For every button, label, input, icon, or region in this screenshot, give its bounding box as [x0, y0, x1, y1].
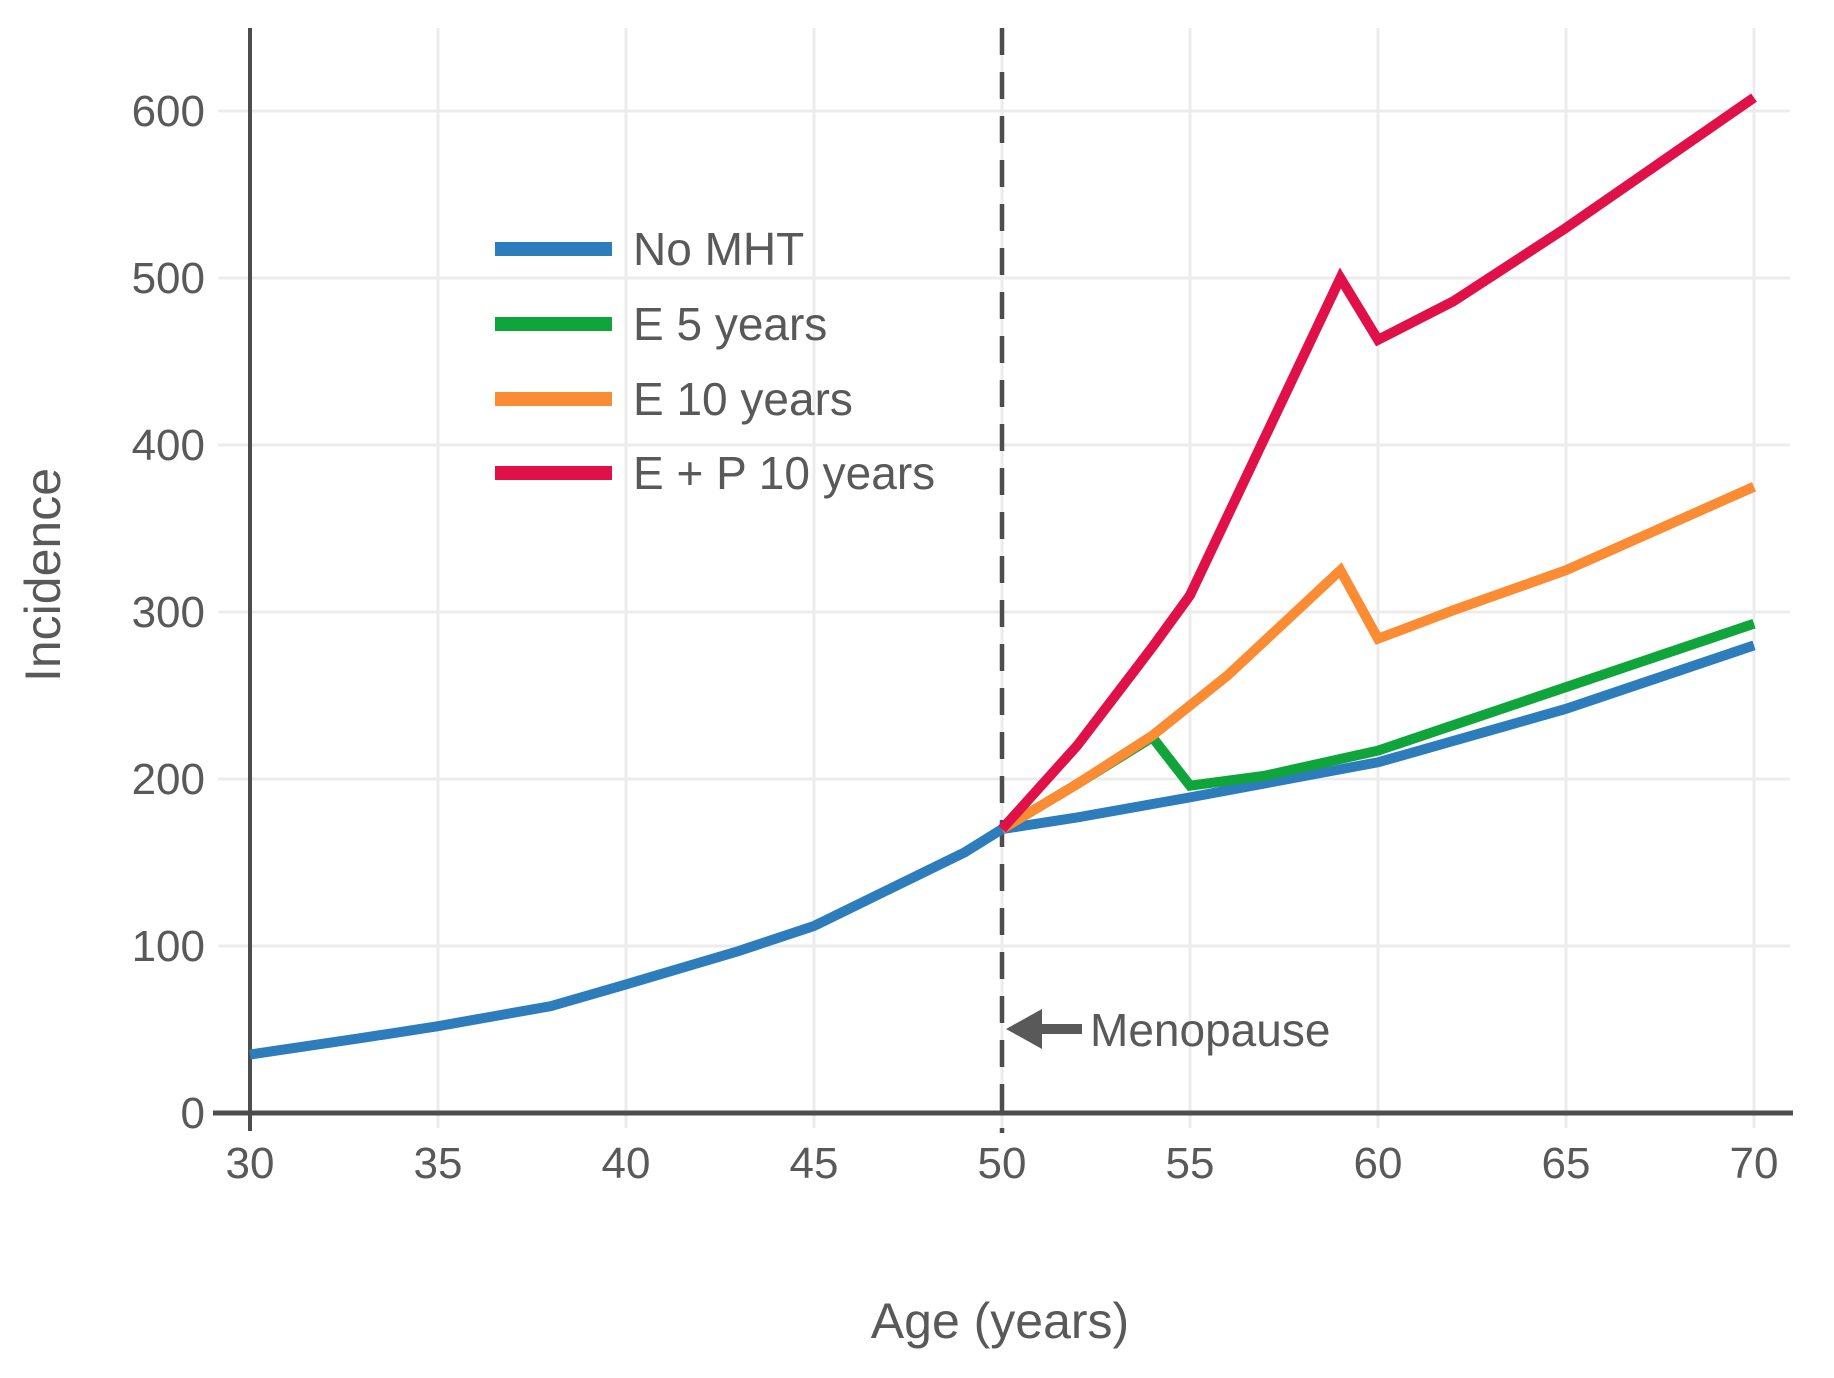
menopause-label: Menopause: [1090, 1004, 1330, 1056]
y-axis-title: Incidence: [15, 468, 71, 682]
gridlines: [218, 28, 1790, 1128]
legend-label-no-mht: No MHT: [633, 223, 804, 275]
axes: [213, 28, 1793, 1131]
y-tick-label-500: 500: [132, 254, 205, 303]
x-tick-label-35: 35: [414, 1139, 463, 1188]
x-axis-title: Age (years): [871, 1293, 1129, 1349]
y-tick-label-300: 300: [132, 588, 205, 637]
x-tick-label-30: 30: [226, 1139, 275, 1188]
legend-label-ep10: E + P 10 years: [633, 447, 935, 499]
left-arrow-shaft: [1040, 1024, 1082, 1034]
menopause-annotation: Menopause: [1006, 1004, 1330, 1056]
legend: No MHT E 5 years E 10 years E + P 10 yea…: [495, 223, 935, 499]
data-series: [249, 93, 1757, 1060]
y-tick-label-0: 0: [181, 1089, 205, 1138]
x-tick-label-45: 45: [790, 1139, 839, 1188]
legend-label-e10: E 10 years: [633, 373, 853, 425]
x-tick-label-40: 40: [602, 1139, 651, 1188]
axis-titles: Age (years) Incidence: [15, 468, 1129, 1349]
series-line-e-10-years: [999, 482, 1757, 834]
x-tick-label-60: 60: [1354, 1139, 1403, 1188]
y-tick-label-100: 100: [132, 922, 205, 971]
x-tick-label-70: 70: [1730, 1139, 1779, 1188]
x-tick-label-65: 65: [1542, 1139, 1591, 1188]
y-tick-label-400: 400: [132, 421, 205, 470]
legend-label-e5: E 5 years: [633, 298, 827, 350]
x-tick-label-50: 50: [978, 1139, 1027, 1188]
x-tick-label-55: 55: [1166, 1139, 1215, 1188]
series-line-e-p-10-years: [998, 93, 1757, 833]
series-line-no-mht: [249, 640, 1756, 1060]
tick-labels: 30 35 40 45 50 55 60 65 70 0 100 200 300 400 500 600: [132, 87, 1779, 1188]
left-arrow-icon: [1006, 1009, 1042, 1049]
y-tick-label-200: 200: [132, 755, 205, 804]
y-tick-label-600: 600: [132, 87, 205, 136]
